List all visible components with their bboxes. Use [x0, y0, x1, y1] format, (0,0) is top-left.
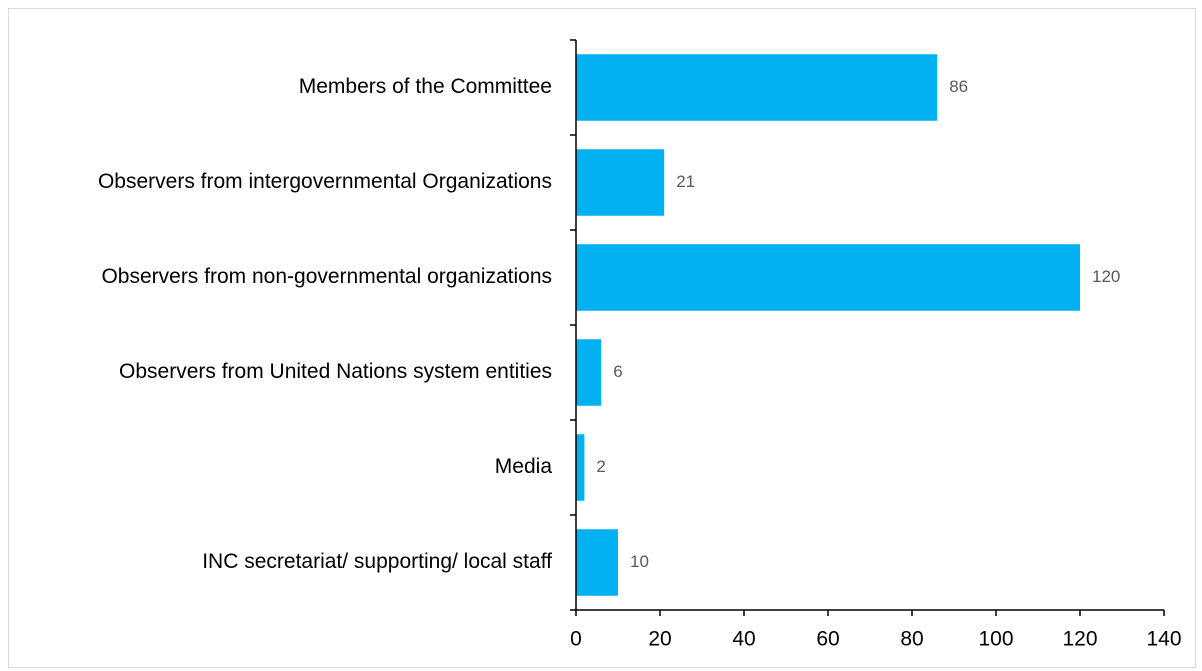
x-tick-label: 40 [732, 628, 755, 651]
data-label: 120 [1092, 267, 1120, 286]
x-tick-label: 20 [648, 628, 671, 651]
data-label: 21 [676, 172, 695, 191]
bar-2 [576, 149, 665, 216]
data-label: 2 [596, 457, 605, 476]
x-tick-label: 120 [1062, 628, 1097, 651]
bar-6 [576, 529, 618, 596]
category-label: Observers from United Nations system ent… [119, 360, 552, 383]
data-label: 10 [630, 552, 649, 571]
bar-3 [576, 244, 1080, 311]
bar-1 [576, 54, 938, 121]
category-label: Observers from intergovernmental Organiz… [98, 170, 552, 193]
data-label: 86 [949, 77, 968, 96]
category-label: INC secretariat/ supporting/ local staff [202, 550, 552, 573]
bar-5 [576, 434, 585, 501]
data-label: 6 [613, 362, 622, 381]
category-labels-layer: Members of the Committee Observers from i… [98, 75, 552, 573]
x-tick-label: 0 [570, 628, 582, 651]
x-tick-label: 140 [1146, 628, 1181, 651]
category-label: Members of the Committee [299, 75, 552, 98]
category-label: Observers from non-governmental organiza… [101, 265, 552, 288]
category-label: Media [495, 455, 553, 478]
x-tick-label: 60 [816, 628, 839, 651]
data-labels-layer: 86 21 120 6 2 10 [596, 77, 1120, 571]
axes-layer: 0 20 40 60 80 100 120 140 [570, 39, 1182, 651]
x-tick-label: 80 [900, 628, 923, 651]
x-tick-label: 100 [978, 628, 1013, 651]
bars-layer [576, 54, 1080, 596]
bar-4 [576, 339, 602, 406]
